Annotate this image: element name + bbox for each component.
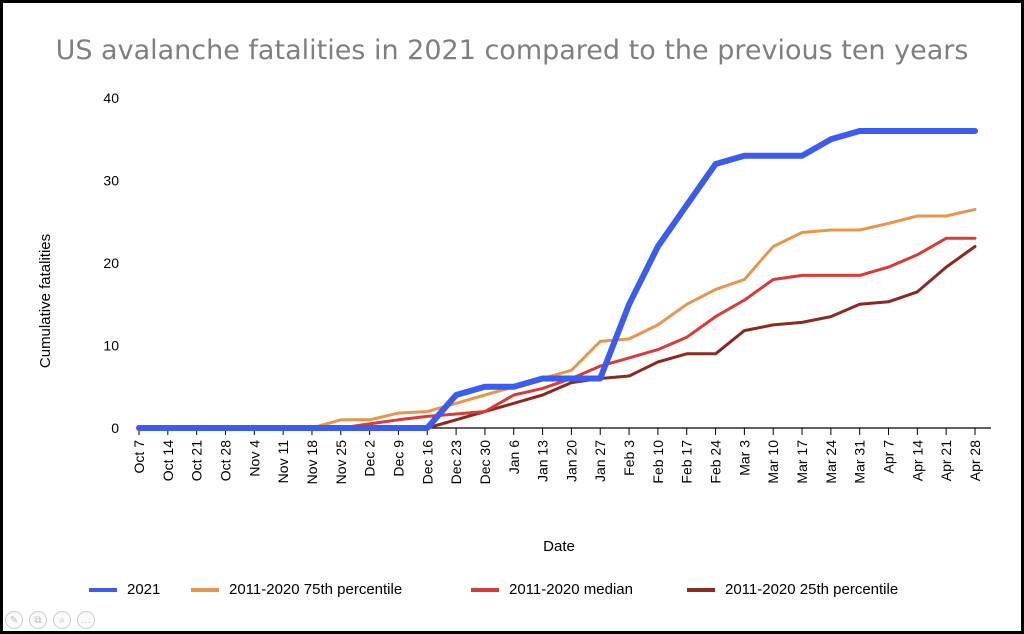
legend-swatch <box>471 587 499 592</box>
x-tick-label: Feb 10 <box>650 440 666 484</box>
line-chart: 0 10 20 30 40 Oct 7 Oct 14 Oct 21 Oct 28 Nov 4 Nov… <box>37 90 991 555</box>
chart-title: US avalanche fatalities in 2021 compared… <box>55 35 969 66</box>
series-line-1 <box>137 207 977 430</box>
x-tick-label: Feb 24 <box>708 440 724 484</box>
x-tick-label: Jan 27 <box>592 440 608 482</box>
y-tick-label: 20 <box>103 255 119 271</box>
x-tick-label: Apr 14 <box>909 440 925 481</box>
x-tick-label: Feb 3 <box>621 440 637 476</box>
x-tick-label: Jan 6 <box>506 440 522 474</box>
x-tick-label: Oct 14 <box>160 440 176 481</box>
x-tick-label: Mar 3 <box>736 440 752 476</box>
x-tick-label: Dec 9 <box>390 440 406 477</box>
legend-label: 2011-2020 median <box>509 581 633 598</box>
pen-icon[interactable]: ✎ <box>5 611 23 629</box>
more-icon[interactable]: … <box>77 611 95 629</box>
legend-label: 2011-2020 75th percentile <box>229 581 403 598</box>
chart-legend: 2021 2011-2020 75th percentile 2011-2020 m… <box>3 581 1021 605</box>
legend-label: 2021 <box>127 581 161 598</box>
x-tick-label: Oct 21 <box>189 440 205 481</box>
series-line-3 <box>137 245 977 430</box>
legend-swatch <box>89 587 117 592</box>
legend-item: 2011-2020 median <box>471 581 633 598</box>
x-tick-label: Jan 20 <box>563 440 579 482</box>
y-tick-label: 10 <box>103 338 119 354</box>
x-tick-label: Nov 11 <box>275 440 291 484</box>
x-tick-label: Dec 16 <box>419 440 435 485</box>
x-axis-title: Date <box>543 538 575 555</box>
y-axis-title: Cumulative fatalities <box>37 234 54 368</box>
y-tick-label: 40 <box>103 90 119 106</box>
legend-swatch <box>687 587 715 592</box>
x-tick-label: Mar 17 <box>794 440 810 484</box>
search-icon[interactable]: ⌕ <box>53 611 71 629</box>
x-tick-label: Nov 4 <box>246 440 262 477</box>
x-tick-label: Feb 17 <box>679 440 695 484</box>
legend-item: 2011-2020 25th percentile <box>687 581 898 598</box>
x-tick-label: Apr 7 <box>881 440 897 474</box>
x-tick-label: Mar 31 <box>852 440 868 484</box>
x-tick-label: Oct 7 <box>131 440 147 474</box>
legend-label: 2011-2020 25th percentile <box>725 581 899 598</box>
y-tick-label: 0 <box>111 420 119 436</box>
x-tick-label: Nov 25 <box>333 440 349 485</box>
x-tick-label: Nov 18 <box>304 440 320 485</box>
legend-item: 2021 <box>89 581 160 598</box>
image-toolbar: ✎ ⧉ ⌕ … <box>5 611 95 629</box>
series-line-0 <box>136 128 978 431</box>
x-tick-label: Oct 28 <box>217 440 233 481</box>
x-tick-label: Jan 13 <box>535 440 551 482</box>
series-line-2 <box>137 236 977 430</box>
x-tick-label: Dec 2 <box>362 440 378 477</box>
y-tick-label: 30 <box>103 173 119 189</box>
x-tick-label: Apr 21 <box>938 440 954 481</box>
x-tick-label: Mar 10 <box>765 440 781 484</box>
legend-swatch <box>191 587 219 592</box>
chart-frame: US avalanche fatalities in 2021 compared… <box>3 3 1021 631</box>
x-tick-label: Dec 30 <box>477 440 493 485</box>
copy-icon[interactable]: ⧉ <box>29 611 47 629</box>
x-tick-label: Mar 24 <box>823 440 839 484</box>
x-tick-label: Apr 28 <box>967 440 983 481</box>
x-tick-label: Dec 23 <box>448 440 464 485</box>
legend-item: 2011-2020 75th percentile <box>191 581 402 598</box>
